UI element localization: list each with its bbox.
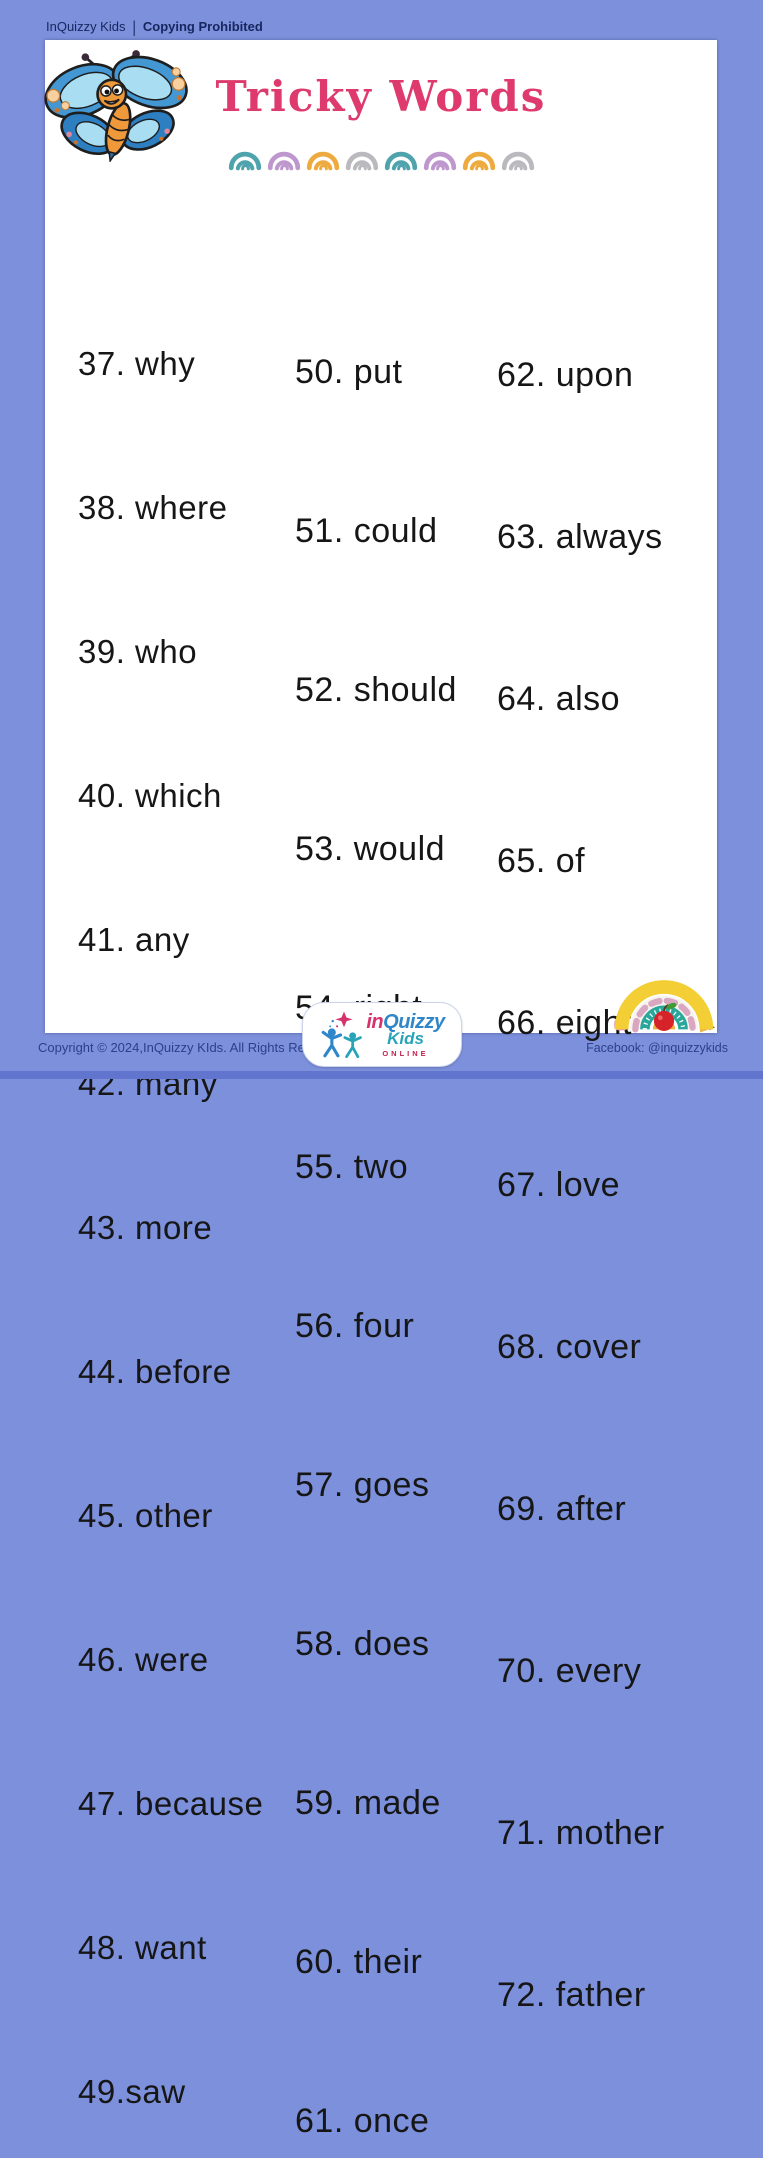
word-item: 61. once	[295, 2102, 430, 2140]
word-item: 62. upon	[497, 356, 634, 394]
word-item: 39. who	[78, 633, 198, 670]
word-item: 55. two	[295, 1148, 409, 1186]
word-item: 42. many	[78, 1065, 218, 1102]
rainbow-icon	[384, 151, 417, 171]
word-item: 47. because	[78, 1785, 264, 1822]
header-separator: |	[132, 16, 136, 37]
logo-tagline: ONLINE	[382, 1048, 429, 1058]
word-item: 41. any	[78, 921, 190, 958]
rainbow-icon	[306, 151, 339, 171]
butterfly-icon	[44, 50, 188, 162]
copyright-text: Copyright © 2024,InQuizzy KIds. All Righ…	[38, 1040, 348, 1055]
rainbow-icon	[462, 151, 495, 171]
logo-brand-word2: Kids	[387, 1028, 424, 1048]
word-item: 56. four	[295, 1307, 415, 1345]
word-column-2: 50. put 51. could 52. should 53. would 5…	[295, 240, 457, 2158]
word-item: 37. why	[78, 345, 196, 382]
word-item: 57. goes	[295, 1466, 430, 1504]
word-item: 44. before	[78, 1353, 232, 1390]
rainbow-icon	[501, 151, 534, 171]
word-item: 60. their	[295, 1943, 423, 1981]
logo-text: inQuizzy Kids ONLINE	[366, 1010, 445, 1058]
word-column-3: 62. upon 63. always 64. also 65. of 66. …	[497, 240, 665, 2130]
copying-prohibited-text: Copying Prohibited	[142, 19, 263, 34]
rainbow-divider	[45, 139, 717, 172]
word-item: 59. made	[295, 1784, 441, 1822]
word-item: 72. father	[497, 1976, 646, 2014]
word-item: 71. mother	[497, 1814, 665, 1852]
brand-text: InQuizzy Kids	[46, 19, 126, 34]
word-item: 63. always	[497, 518, 663, 556]
rainbow-icon	[267, 151, 300, 171]
word-item: 68. cover	[497, 1328, 642, 1366]
word-item: 64. also	[497, 680, 621, 718]
page-title: Tricky Words	[215, 72, 547, 121]
word-item: 50. put	[295, 353, 403, 391]
word-column-1: 37. why 38. where 39. who 40. which 41. …	[78, 244, 263, 2158]
logo-brand-line: inQuizzy	[366, 1010, 445, 1033]
word-item: 58. does	[295, 1625, 430, 1663]
school-rainbow-icon	[614, 980, 715, 1033]
watermark-header: InQuizzy Kids | Copying Prohibited	[46, 16, 263, 37]
jumping-kids-icon	[322, 1011, 363, 1058]
word-item: 69. after	[497, 1490, 627, 1528]
word-item: 49.saw	[78, 2073, 186, 2110]
logo-brand-suffix: Quizzy	[383, 1010, 445, 1033]
word-item: 45. other	[78, 1497, 213, 1534]
word-item: 53. would	[295, 830, 446, 868]
bottom-strip	[0, 1071, 763, 1079]
word-item: 46. were	[78, 1641, 209, 1678]
rainbow-icon	[228, 151, 261, 171]
logo-brand-prefix: in	[366, 1010, 384, 1033]
word-item: 67. love	[497, 1166, 621, 1204]
rainbow-icon	[423, 151, 456, 171]
word-item: 38. where	[78, 489, 228, 526]
word-item: 40. which	[78, 777, 222, 814]
word-item: 43. more	[78, 1209, 213, 1246]
word-item: 51. could	[295, 512, 438, 550]
word-item: 52. should	[295, 671, 457, 709]
word-item: 48. want	[78, 1929, 207, 1966]
word-item: 65. of	[497, 842, 586, 880]
facebook-handle-text: Facebook: @inquizzykids	[586, 1041, 728, 1055]
worksheet-page: Tricky Words 37. why 38. where 39. who	[45, 40, 717, 2140]
word-item: 70. every	[497, 1652, 642, 1690]
rainbow-icon	[345, 151, 378, 171]
inquizzy-logo: inQuizzy Kids ONLINE	[301, 1002, 462, 1067]
